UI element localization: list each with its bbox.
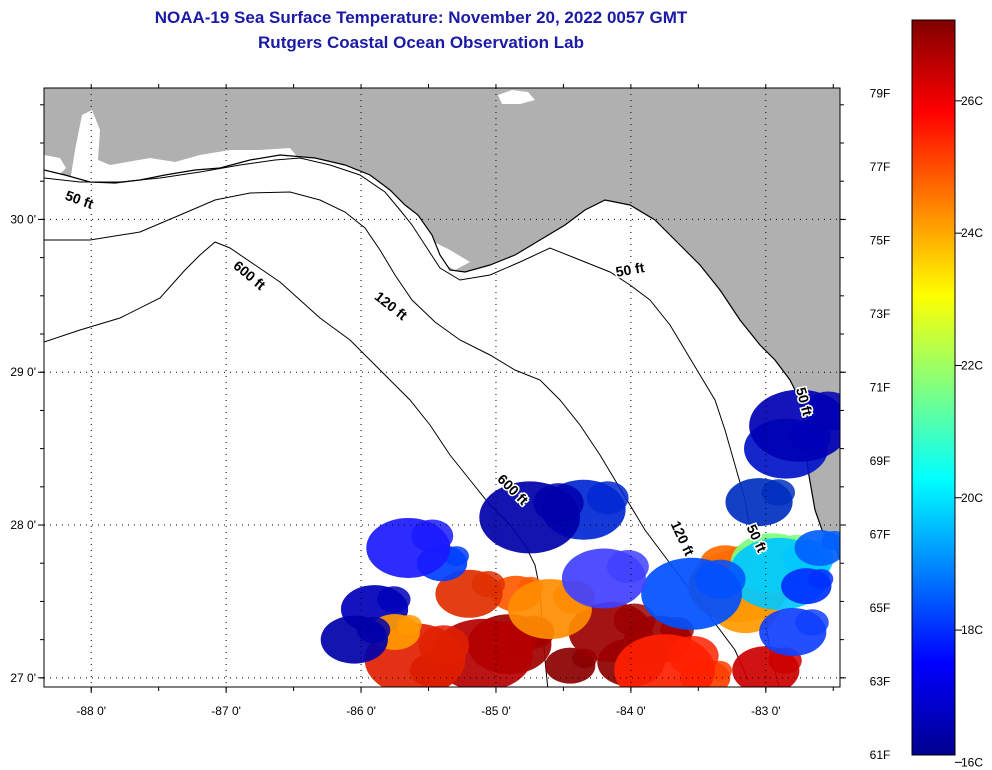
sst-patch [725,478,796,527]
colorbar-f-label: 75F [870,234,891,248]
colorbar-c-label: 22C [961,358,983,372]
colorbar-c-label: 26C [961,94,983,108]
sst-patch [794,529,840,566]
sst-blob [821,530,840,551]
sst-blob [376,586,411,613]
colorbar-f-label: 63F [870,675,891,689]
sst-blob [695,559,746,600]
colorbar-f-label: 77F [870,160,891,174]
colorbar-c-label: 20C [961,491,983,505]
sst-patch [479,481,584,554]
sst-patch [561,548,649,609]
sst-blob [443,546,469,566]
colorbar-c-label: 16C [961,755,983,769]
land-area [44,88,840,560]
sst-patch [320,615,391,664]
chart-subtitle: Rutgers Coastal Ocean Observation Lab [258,33,584,52]
bay-area [430,240,470,270]
x-tick-label: -87 0' [211,704,241,718]
sst-blob [808,569,834,589]
colorbar-f-label: 71F [870,381,891,395]
sst-blob [803,391,840,432]
y-tick-label: 27 0' [10,671,36,685]
sst-patch [366,517,454,578]
sst-patch [435,569,505,618]
colorbar-f-label: 67F [870,528,891,542]
sst-blob [396,614,422,635]
sst-blob [668,635,719,676]
sst-data-layer [320,389,840,687]
colorbar-c-label: 18C [961,623,983,637]
sst-patch [614,634,719,687]
sst-patch [759,607,829,656]
lat-lon-grid [44,88,840,687]
x-tick-label: -88 0' [76,704,106,718]
contour-50ft [44,157,780,687]
sst-patch [781,568,834,605]
colorbar-f-label: 65F [870,601,891,615]
colorbar-f-label: 69F [870,454,891,468]
colorbar [911,19,956,756]
colorbar-f-label: 73F [870,307,891,321]
sst-blob [586,481,629,515]
colorbar-c-label: 24C [961,226,983,240]
colorbar-f-label: 61F [870,748,891,762]
sst-patch [749,389,840,462]
sst-blob [356,616,391,644]
colorbar-labels: 79F 77F 75F 73F 71F 69F 67F 65F 63F 61F 26C 24C 22C 2… [870,87,984,770]
y-tick-label: 28 0' [10,518,36,532]
contour-label: 50 ft [614,259,645,280]
y-tick-label: 29 0' [10,365,36,379]
y-tick-label: 30 0' [10,212,36,226]
sst-blob [411,519,454,553]
chart-title: NOAA-19 Sea Surface Temperature: Novembe… [154,8,688,27]
coastline [44,154,840,561]
contour-600ft [44,241,549,687]
sst-blob [795,609,829,636]
axis-ticks: -88 0' -87 0' -86 0' -85 0' -84 0' -83 0' 30 0… [10,84,846,718]
colorbar-f-label: 79F [870,87,891,101]
sst-blob [471,570,505,598]
x-tick-label: -84 0' [616,704,646,718]
sst-blob [613,603,656,637]
sst-blob [418,625,470,665]
sst-patch [641,557,746,630]
map-frame [43,87,841,688]
sst-blob [761,479,796,506]
x-tick-label: -85 0' [481,704,511,718]
x-tick-label: -83 0' [751,704,781,718]
sst-blob [606,550,649,584]
contour-label: 50 ft [793,386,816,418]
sst-blob [533,483,584,523]
bay-area [70,110,300,184]
bay-area [498,90,535,104]
x-tick-label: -86 0' [346,704,376,718]
